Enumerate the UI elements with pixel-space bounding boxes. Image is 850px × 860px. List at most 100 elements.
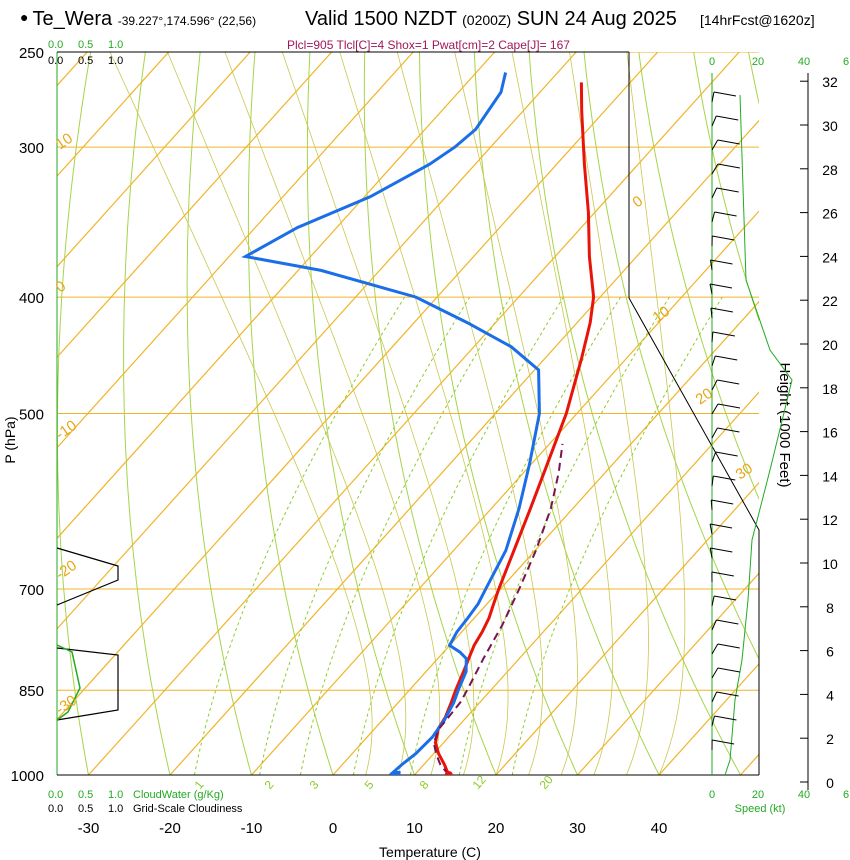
wind-speed-bottom-tick: 6 [843,789,849,801]
wind-barb [711,691,718,703]
parcel-line [432,443,564,775]
dry-adiabat [528,52,741,775]
height-tick-label: 10 [822,556,838,572]
dry-adiabat [306,52,415,775]
wind-barb-flag [710,259,733,265]
dewpoint-surface-marker [392,771,401,775]
x-tick-label: 30 [569,820,586,837]
wind-barb-flag [716,691,739,697]
isotherm [0,52,6,775]
wind-barb [710,499,713,511]
dry-adiabat [57,52,92,775]
mixing-ratio-label: 2 [262,778,277,792]
x-axis-label: Temperature (C) [379,844,481,860]
stability-indices: Plcl=905 Tlcl[C]=4 Shox=1 Pwat[cm]=2 Cap… [287,38,570,52]
height-tick-label: 32 [822,74,838,90]
isotherm [57,52,170,178]
valid-date: SUN 24 Aug 2025 [516,8,677,30]
wind-speed-top-tick: 20 [752,56,764,68]
height-axis-label: Height (1000 Feet) [776,362,793,487]
wind-barb [711,667,719,679]
wind-barb-flag [711,571,734,577]
isotherm [577,572,759,775]
cloud-axis-bottom-label: 0.0 [48,789,63,801]
wind-barb-flag [711,499,734,505]
height-tick-label: 28 [822,162,838,178]
cloud-axis-bottom-black-label: 1.0 [108,803,123,815]
moist-adiabat [569,52,649,775]
moist-adiabat [224,52,441,775]
pressure-tick-label: 1000 [11,768,44,785]
wind-barb [711,115,717,127]
height-tick-label: 4 [826,687,834,703]
wind-barb-flag [714,715,737,721]
wind-barb [709,547,713,559]
wind-barb [711,163,719,175]
wind-barb-flag [717,379,740,385]
moist-adiabat [281,52,475,775]
wind-speed-label: Speed (kt) [735,803,786,815]
wind-barb-flag [717,643,740,649]
pressure-tick-label: 400 [19,290,44,307]
height-tick-label: 24 [822,249,838,265]
cloudiness-label: Grid-Scale Cloudiness [133,803,243,815]
wind-barb [709,523,713,535]
cloud-axis-top-label: 0.5 [78,39,93,51]
height-tick-label: 16 [822,425,838,441]
isotherm [57,52,251,268]
wind-speed-bottom-tick: 20 [752,789,764,801]
isotherm-label: 30 [733,460,756,483]
moist-adiabat [626,52,686,775]
isotherm [495,481,759,775]
y-axis-label: P (hPa) [2,416,18,463]
wind-barb-flag [713,91,737,97]
cloudwater-profile [56,644,81,721]
wind-barb [711,331,714,343]
wind-barb [711,427,718,439]
wind-barb-flag [709,283,733,289]
valid-time: Valid 1500 NZDT (0200Z) SUN 24 Aug 2025 [305,8,677,31]
wind-barb-flag [714,211,737,217]
wind-barb-flag [712,235,735,241]
mixing-ratio-label: 8 [417,778,432,792]
isotherm [57,52,333,359]
dry-adiabat [473,52,660,775]
wind-barb-flag [717,163,740,169]
wind-barb [711,379,718,391]
wind-barb [711,403,719,415]
wind-barb [711,355,716,367]
moist-adiabat [511,52,614,775]
x-tick-label: -20 [159,820,181,837]
wind-barb-flag [716,619,739,625]
x-tick-label: 10 [406,820,423,837]
wind-speed-top-tick: 0 [709,56,715,68]
wind-barb-flag [715,355,738,361]
isotherm-label: 0 [630,193,647,212]
wind-panel-edge [628,297,760,775]
wind-barb-flag [717,427,740,433]
height-tick-label: 8 [826,600,834,616]
pressure-tick-label: 300 [19,140,44,157]
wind-barb [710,259,713,271]
forecast-info: [14hrFcst@1620z] [700,12,815,28]
height-tick-label: 26 [822,206,838,222]
wind-barb [711,595,715,607]
dry-adiabat [363,52,497,775]
cloud-axis-bottom-black-label: 0.5 [78,803,93,815]
wind-barb-flag [717,667,740,673]
dry-adiabat [247,52,334,775]
x-tick-label: 20 [488,820,505,837]
wind-barb-flag [716,187,739,193]
wind-barb [711,451,717,463]
height-tick-label: 22 [822,293,838,309]
wind-barb [711,139,719,151]
wind-barb-flag [713,475,736,481]
isotherm-label: 20 [693,385,716,408]
wind-barb [711,211,716,223]
wind-barb [711,715,715,727]
wind-speed-top-tick: 40 [798,56,810,68]
cloudiness-profile [56,547,119,606]
wind-barb-flag [710,547,733,553]
temperature-line [433,82,596,775]
dry-adiabat [803,52,850,775]
